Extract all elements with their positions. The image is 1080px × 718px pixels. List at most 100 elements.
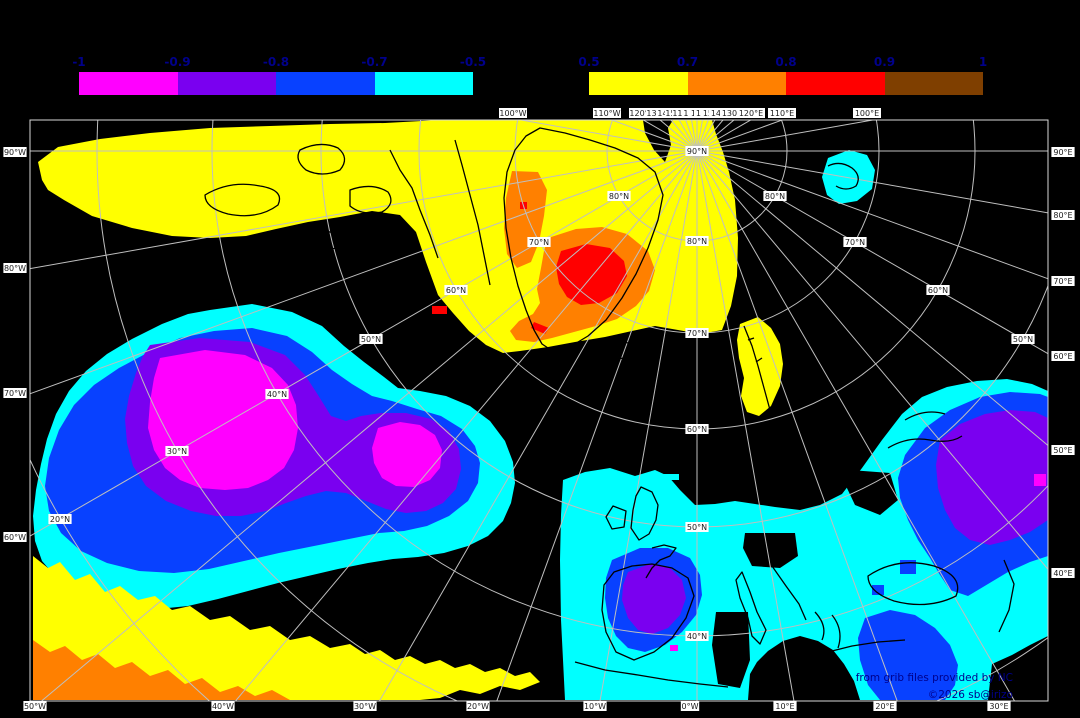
- meridian-line: [696, 150, 1048, 280]
- lon-label-left-text: 90°W: [4, 148, 26, 157]
- blue-speck-2: [930, 545, 944, 557]
- lon-label-right: 90°E: [1051, 147, 1075, 157]
- colorbar-tick-label: 0.7: [676, 55, 699, 69]
- lat-label-text: 60°N: [446, 286, 466, 295]
- coast-ireland: [605, 505, 627, 530]
- southwest-yellow-wedge: [33, 556, 540, 700]
- lat-label-text: 80°N: [765, 192, 785, 201]
- coast-baltic: [887, 411, 963, 449]
- lon-label-bottom-text: 20°W: [467, 702, 489, 711]
- coast-greenland: [503, 127, 664, 353]
- lon-label-right-text: 50°E: [1053, 446, 1072, 455]
- lon-label-top-text: 120°W: [629, 109, 656, 118]
- lon-label-bottom-bg: [680, 701, 700, 711]
- lon-label-top: 120°E: [737, 108, 765, 118]
- lon-label-top-bg: [629, 108, 657, 118]
- lon-label-bottom: 40°W: [211, 701, 235, 711]
- lon-label-top-bg: [737, 108, 765, 118]
- lon-label-top: 110°E: [768, 108, 796, 118]
- meridian-line: [696, 150, 1048, 355]
- lon-label-bottom: 30°E: [987, 701, 1011, 711]
- colorbar-segment: [786, 72, 885, 95]
- iberia-magenta-speck: [670, 645, 678, 651]
- lon-label-bottom-text: 40°W: [212, 702, 234, 711]
- lat-label-text: 80°N: [609, 192, 629, 201]
- lon-label-left-text: 80°W: [4, 264, 26, 273]
- meridian-line: [599, 150, 698, 701]
- lon-label-bottom: 20°W: [466, 701, 490, 711]
- lon-label-bottom-text: 50°W: [24, 702, 46, 711]
- meridian-line: [378, 150, 698, 701]
- lon-label-top-text: 110°W: [593, 109, 620, 118]
- lon-label-left-bg: [3, 532, 27, 542]
- lat-label-text: 40°N: [687, 632, 707, 641]
- lat-label-bg: [1011, 334, 1035, 344]
- lon-label-right: 50°E: [1051, 445, 1075, 455]
- lon-label-bottom-text: 0°W: [682, 702, 699, 711]
- colorbar-tick-label: 1: [978, 55, 988, 69]
- meridian-line: [696, 120, 876, 152]
- coast-italy: [735, 571, 767, 645]
- meridian-line: [696, 120, 709, 152]
- meridian-line: [696, 150, 1048, 214]
- lon-label-top-text: 100°W: [499, 109, 526, 118]
- lat-label: 50°N: [685, 522, 709, 532]
- lon-label-top-bg: [720, 108, 748, 118]
- lat-label-text: 90°N: [687, 147, 707, 156]
- lat-label-bg: [926, 285, 950, 295]
- coast-caspian: [998, 559, 1015, 633]
- lon-label-right-bg: [1051, 210, 1075, 220]
- lon-label-bottom-bg: [873, 701, 897, 711]
- credit-line2: ©2026 sb@irizo: [928, 689, 1013, 701]
- coast-arctic-island-2: [349, 185, 392, 214]
- lat-label: 70°N: [685, 328, 709, 338]
- lat-label-text: 30°N: [167, 447, 187, 456]
- lat-label-bg: [265, 389, 289, 399]
- lon-label-bottom-text: 10°W: [584, 702, 606, 711]
- colorbar-segments: [79, 72, 473, 95]
- iberia-purple-core: [622, 564, 686, 634]
- colorbar-tick-label: -0.7: [361, 55, 388, 69]
- lat-label-bg: [685, 328, 709, 338]
- meridian-line: [30, 150, 698, 270]
- lon-label-left: 90°W: [3, 147, 27, 157]
- colorbar-segments: [589, 72, 983, 95]
- lat-label-text: 80°N: [687, 237, 707, 246]
- colorbar-tick-label: 0.8: [775, 55, 797, 69]
- lon-label-right: 80°E: [1051, 210, 1075, 220]
- lon-label-bottom-text: 10°E: [775, 702, 794, 711]
- meridian-line: [696, 150, 898, 701]
- colorbar-positive: 0.5 0.7 0.8 0.9 1: [578, 55, 987, 95]
- lat-label: 50°N: [359, 334, 383, 344]
- lon-label-top-text: 120°E: [739, 109, 763, 118]
- greenland-red-core: [556, 244, 627, 305]
- lon-label-bottom-bg: [353, 701, 377, 711]
- lon-label-right-bg: [1051, 351, 1075, 361]
- lat-label: 70°N: [527, 237, 551, 247]
- lon-label-left: 80°W: [3, 263, 27, 273]
- meridian-line: [40, 150, 698, 701]
- lat-label: 60°N: [926, 285, 950, 295]
- coast-iceland: [605, 340, 633, 360]
- lon-label-bottom: 0°W: [680, 701, 700, 711]
- lon-label-top-bg: [499, 108, 527, 118]
- meridian-line: [696, 150, 795, 701]
- colorbar-tick-label: -0.5: [459, 55, 487, 69]
- lon-label-right-bg: [1051, 445, 1075, 455]
- meridian-line: [30, 150, 698, 537]
- map-frame: [29, 119, 1049, 702]
- lon-label-top: 100°W: [499, 108, 527, 118]
- norway-positive-arm: [737, 317, 783, 416]
- coast-aegean: [814, 611, 841, 649]
- lon-label-bottom-bg: [211, 701, 235, 711]
- lat-label-text: 60°N: [687, 425, 707, 434]
- coast-iberia: [601, 563, 695, 661]
- meridian-line: [696, 150, 1048, 571]
- lat-label: 80°N: [607, 191, 631, 201]
- lon-label-right-text: 40°E: [1053, 569, 1072, 578]
- lon-label-top-text: 100°E: [855, 109, 879, 118]
- lon-label-bottom: 20°E: [873, 701, 897, 711]
